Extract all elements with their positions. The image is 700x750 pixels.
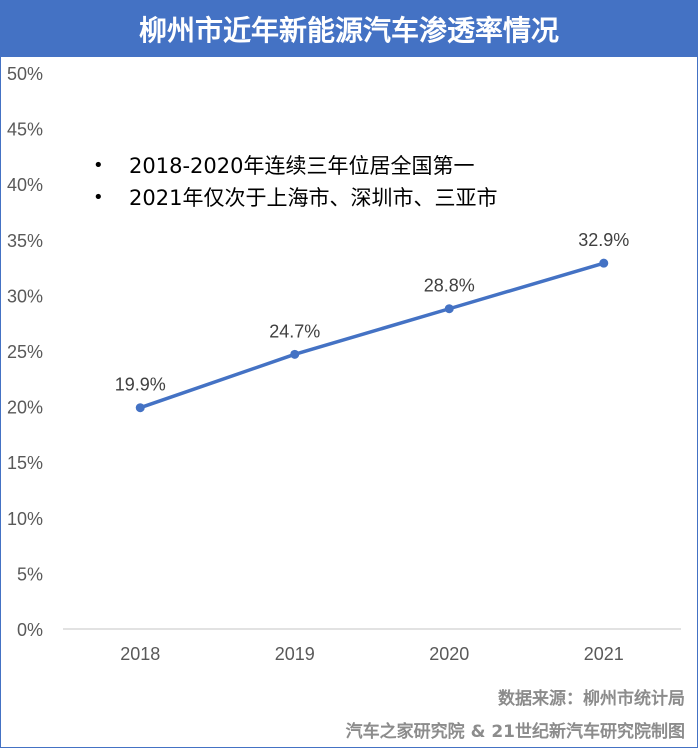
note-item: • 2018-2020年连续三年位居全国第一 (93, 149, 497, 181)
data-source: 数据来源：柳州市统计局 (498, 689, 685, 709)
x-tick-label: 2021 (584, 644, 624, 664)
series-line (138, 261, 606, 410)
data-label: 32.9% (578, 230, 629, 250)
credit-line: 汽车之家研究院 & 21世纪新汽车研究院制图 (345, 722, 685, 742)
x-tick-label: 2020 (429, 644, 469, 664)
note-text: 2018-2020年连续三年位居全国第一 (129, 154, 475, 178)
y-tick-label: 40% (7, 175, 43, 195)
data-point (599, 258, 609, 268)
data-point (444, 304, 454, 314)
bullet-icon: • (93, 154, 104, 176)
y-tick-label: 45% (7, 120, 43, 140)
data-point (290, 349, 300, 359)
data-label: 28.8% (424, 276, 475, 296)
y-tick-label: 35% (7, 231, 43, 251)
notes-list: • 2018-2020年连续三年位居全国第一 • 2021年仅次于上海市、深圳市… (93, 149, 497, 213)
y-tick-label: 0% (17, 620, 43, 640)
y-tick-label: 5% (17, 564, 43, 584)
x-tick-label: 2019 (275, 644, 315, 664)
x-tick-label: 2018 (120, 644, 160, 664)
y-tick-label: 30% (7, 286, 43, 306)
bullet-icon: • (93, 186, 104, 208)
y-tick-label: 25% (7, 342, 43, 362)
y-tick-label: 20% (7, 398, 43, 418)
note-text: 2021年仅次于上海市、深圳市、三亚市 (129, 186, 498, 210)
data-label: 19.9% (115, 375, 166, 395)
chart-title: 柳州市近年新能源汽车渗透率情况 (1, 1, 697, 57)
note-item: • 2021年仅次于上海市、深圳市、三亚市 (93, 181, 497, 213)
data-point (135, 403, 145, 413)
y-tick-label: 15% (7, 453, 43, 473)
y-tick-label: 10% (7, 509, 43, 529)
data-label: 24.7% (269, 321, 320, 341)
y-tick-label: 50% (7, 64, 43, 84)
